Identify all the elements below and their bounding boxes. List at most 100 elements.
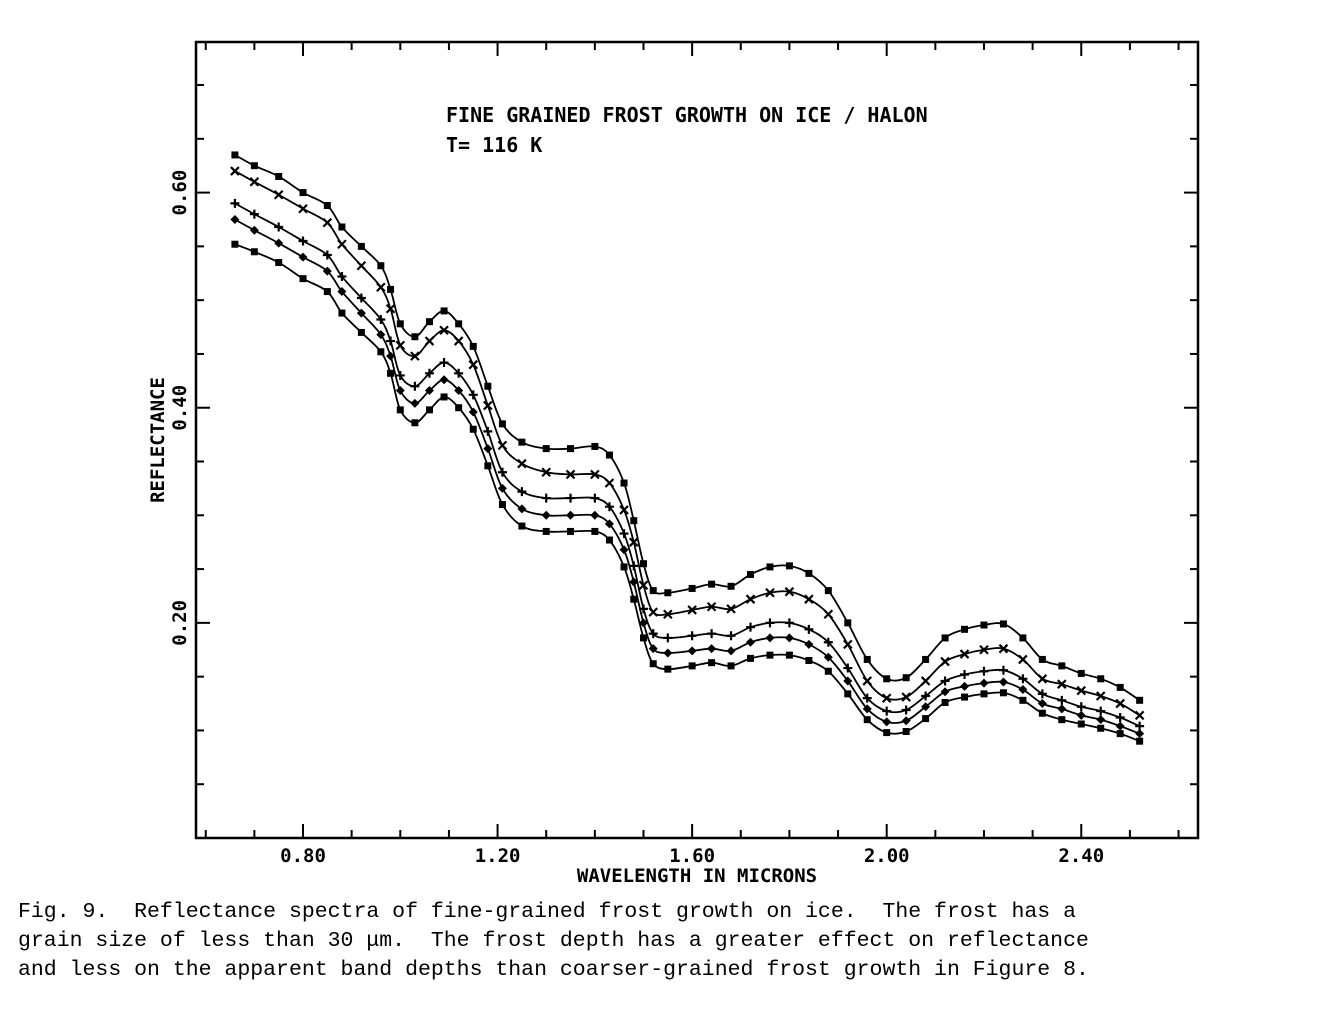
chart-title: FINE GRAINED FROST GROWTH ON ICE / HALON bbox=[446, 103, 928, 127]
data-point bbox=[648, 644, 658, 654]
data-point bbox=[386, 336, 396, 346]
data-point bbox=[387, 285, 395, 293]
data-point bbox=[1037, 674, 1048, 684]
data-point bbox=[629, 561, 639, 571]
data-point bbox=[275, 259, 283, 267]
data-point bbox=[439, 325, 449, 336]
data-point bbox=[298, 252, 308, 262]
data-point bbox=[1076, 710, 1086, 720]
data-point bbox=[959, 649, 970, 659]
data-point bbox=[395, 386, 405, 396]
data-point bbox=[605, 451, 613, 459]
data-point bbox=[805, 569, 813, 577]
data-point bbox=[1135, 721, 1145, 731]
data-point bbox=[230, 166, 240, 176]
data-point bbox=[498, 501, 506, 509]
data-point bbox=[518, 438, 526, 446]
data-point bbox=[619, 545, 629, 555]
data-point bbox=[231, 240, 239, 248]
data-point bbox=[396, 406, 404, 414]
data-point bbox=[566, 493, 576, 503]
data-point bbox=[249, 209, 259, 219]
y-tick-label: 0.20 bbox=[169, 600, 191, 646]
data-point bbox=[901, 705, 911, 715]
data-point bbox=[960, 681, 970, 691]
data-point bbox=[707, 644, 717, 654]
data-point bbox=[469, 342, 477, 350]
data-point bbox=[567, 527, 575, 535]
data-point bbox=[883, 675, 891, 683]
data-point bbox=[805, 657, 813, 665]
series-line bbox=[234, 218, 1140, 735]
data-point bbox=[395, 370, 405, 380]
data-point bbox=[630, 595, 638, 603]
data-point bbox=[376, 282, 386, 293]
data-point bbox=[1057, 704, 1067, 714]
data-point bbox=[746, 622, 756, 632]
data-point bbox=[823, 652, 833, 662]
y-tick-label: 0.40 bbox=[169, 385, 191, 431]
data-point bbox=[1018, 674, 1028, 684]
data-point bbox=[708, 659, 716, 667]
data-point bbox=[1038, 709, 1046, 717]
data-point bbox=[498, 420, 506, 428]
data-point bbox=[687, 646, 697, 656]
data-point bbox=[785, 651, 793, 659]
data-point bbox=[424, 386, 434, 396]
plot-frame bbox=[194, 40, 1200, 840]
data-point bbox=[921, 691, 931, 701]
data-point bbox=[687, 631, 697, 641]
data-point bbox=[230, 198, 240, 208]
data-point bbox=[708, 580, 716, 588]
data-point bbox=[999, 689, 1007, 697]
data-point bbox=[619, 529, 629, 539]
data-point bbox=[745, 594, 756, 604]
data-point bbox=[1096, 715, 1106, 725]
data-point bbox=[411, 333, 419, 341]
series-1 bbox=[231, 151, 1144, 704]
data-point bbox=[484, 462, 492, 470]
data-point bbox=[901, 716, 911, 726]
data-point bbox=[1135, 729, 1145, 739]
data-point bbox=[824, 667, 832, 675]
data-point bbox=[356, 260, 367, 271]
data-point bbox=[980, 621, 988, 629]
data-point bbox=[274, 222, 284, 232]
data-point bbox=[410, 381, 420, 391]
data-point bbox=[424, 336, 435, 346]
data-point bbox=[542, 527, 550, 535]
data-point bbox=[1115, 713, 1125, 723]
data-point bbox=[843, 639, 853, 650]
data-point bbox=[863, 716, 871, 724]
data-point bbox=[468, 390, 478, 400]
series-line bbox=[234, 170, 1141, 717]
data-point bbox=[605, 536, 613, 544]
data-point bbox=[298, 236, 308, 246]
data-point bbox=[862, 693, 872, 703]
data-point bbox=[999, 620, 1007, 628]
data-point bbox=[639, 634, 647, 642]
data-point bbox=[567, 445, 575, 453]
data-point bbox=[454, 386, 464, 396]
data-point bbox=[1096, 706, 1106, 716]
data-point bbox=[920, 676, 931, 686]
data-point bbox=[638, 580, 649, 590]
data-point bbox=[862, 704, 872, 714]
data-point bbox=[337, 239, 347, 250]
data-point bbox=[517, 504, 527, 514]
data-point bbox=[747, 570, 755, 578]
data-point bbox=[604, 519, 614, 529]
data-point bbox=[804, 594, 814, 604]
y-tick-label: 0.60 bbox=[169, 170, 191, 216]
data-point bbox=[998, 677, 1008, 687]
data-point bbox=[273, 189, 284, 200]
data-point bbox=[664, 589, 672, 597]
data-point bbox=[921, 702, 931, 712]
data-point bbox=[765, 587, 775, 598]
data-point bbox=[323, 202, 331, 210]
data-point bbox=[1038, 655, 1046, 663]
data-point bbox=[1019, 696, 1027, 704]
data-point bbox=[639, 560, 647, 568]
data-point bbox=[469, 425, 477, 433]
data-point bbox=[628, 537, 639, 547]
